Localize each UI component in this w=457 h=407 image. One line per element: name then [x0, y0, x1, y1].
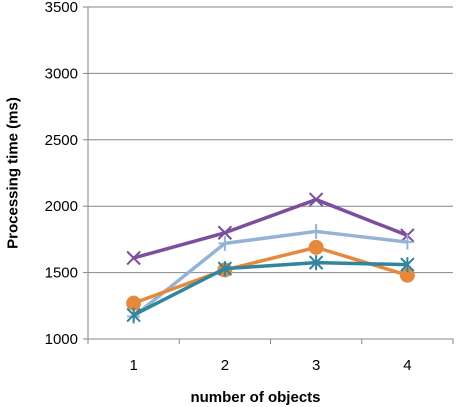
- axes: [87, 7, 453, 340]
- y-tick-label: 1000: [45, 331, 78, 348]
- gridlines: [83, 6, 454, 344]
- series-2: [127, 223, 414, 324]
- data-point: [126, 295, 142, 311]
- data-point: [400, 234, 414, 250]
- data-point: [126, 307, 141, 323]
- series-lines: [126, 192, 415, 324]
- y-tick-label: 1500: [45, 265, 78, 282]
- series-line: [133, 197, 409, 260]
- data-point: [218, 235, 232, 251]
- series-line: [132, 229, 408, 318]
- y-axis-title: Processing time (ms): [5, 97, 22, 249]
- x-tick-labels: 1 2 3 4: [129, 357, 411, 374]
- data-point: [308, 192, 324, 207]
- series-3: [126, 239, 415, 311]
- data-point: [399, 267, 415, 283]
- data-point: [126, 250, 141, 266]
- data-point: [308, 239, 324, 255]
- series-line: [132, 260, 408, 317]
- x-tick-label: 3: [312, 357, 320, 374]
- data-point: [217, 225, 233, 240]
- y-tick-label: 3500: [45, 0, 78, 16]
- series-1: [126, 192, 415, 266]
- y-tick-label: 3000: [45, 65, 78, 82]
- data-point: [400, 257, 415, 273]
- data-point: [217, 261, 233, 277]
- y-tick-labels: 1000 1500 2000 2500 3000 3500: [45, 0, 78, 348]
- data-point: [308, 255, 324, 271]
- y-tick-label: 2500: [45, 132, 78, 149]
- data-point: [309, 223, 323, 239]
- series-4: [126, 255, 415, 323]
- x-tick-label: 1: [129, 357, 137, 374]
- x-tick-label: 4: [403, 357, 411, 374]
- series-line: [133, 245, 408, 305]
- y-tick-label: 2000: [45, 198, 78, 215]
- x-tick-label: 2: [221, 357, 229, 374]
- x-axis-title: number of objects: [190, 389, 320, 406]
